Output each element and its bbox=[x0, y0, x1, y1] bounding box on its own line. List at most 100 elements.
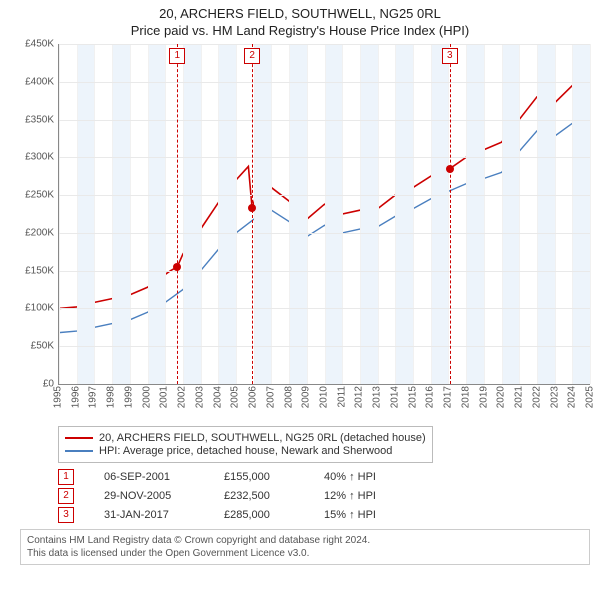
event-pct: 12% ↑ HPI bbox=[324, 490, 376, 502]
vertical-gridline bbox=[94, 44, 95, 384]
vertical-gridline bbox=[342, 44, 343, 384]
vertical-gridline bbox=[77, 44, 78, 384]
x-tick-label: 2006 bbox=[248, 386, 259, 408]
x-tick-label: 1995 bbox=[53, 386, 64, 408]
x-tick-label: 2008 bbox=[283, 386, 294, 408]
vertical-gridline bbox=[502, 44, 503, 384]
vertical-gridline bbox=[307, 44, 308, 384]
vertical-gridline bbox=[289, 44, 290, 384]
horizontal-gridline bbox=[59, 157, 590, 158]
event-row: 229-NOV-2005£232,50012% ↑ HPI bbox=[58, 488, 590, 504]
chart-area: £0£50K£100K£150K£200K£250K£300K£350K£400… bbox=[10, 44, 590, 384]
vertical-gridline bbox=[395, 44, 396, 384]
event-price: £232,500 bbox=[224, 490, 294, 502]
y-axis: £0£50K£100K£150K£200K£250K£300K£350K£400… bbox=[10, 44, 58, 384]
event-price: £285,000 bbox=[224, 509, 294, 521]
year-band bbox=[431, 44, 449, 384]
x-tick-label: 1998 bbox=[106, 386, 117, 408]
x-tick-label: 2013 bbox=[372, 386, 383, 408]
events-table: 106-SEP-2001£155,00040% ↑ HPI229-NOV-200… bbox=[58, 469, 590, 523]
horizontal-gridline bbox=[59, 44, 590, 45]
legend-row: HPI: Average price, detached house, Newa… bbox=[65, 445, 426, 457]
event-index-box: 3 bbox=[58, 507, 74, 523]
legend-label-1: 20, ARCHERS FIELD, SOUTHWELL, NG25 0RL (… bbox=[99, 432, 426, 444]
year-band bbox=[572, 44, 590, 384]
x-axis: 1995199619971998199920002001200220032004… bbox=[58, 384, 590, 420]
vertical-gridline bbox=[148, 44, 149, 384]
x-tick-label: 2019 bbox=[478, 386, 489, 408]
x-tick-label: 2024 bbox=[567, 386, 578, 408]
legend-swatch-1 bbox=[65, 437, 93, 439]
year-band bbox=[112, 44, 130, 384]
event-index-box: 2 bbox=[58, 488, 74, 504]
x-tick-label: 2011 bbox=[336, 386, 347, 408]
event-marker-box: 2 bbox=[244, 48, 260, 64]
vertical-gridline bbox=[130, 44, 131, 384]
year-band bbox=[183, 44, 201, 384]
year-band bbox=[466, 44, 484, 384]
year-band bbox=[148, 44, 166, 384]
x-tick-label: 2016 bbox=[425, 386, 436, 408]
vertical-gridline bbox=[519, 44, 520, 384]
horizontal-gridline bbox=[59, 308, 590, 309]
y-tick-label: £100K bbox=[25, 303, 54, 314]
event-marker-dot bbox=[248, 204, 256, 212]
x-tick-label: 2015 bbox=[407, 386, 418, 408]
year-band bbox=[289, 44, 307, 384]
x-tick-label: 2014 bbox=[389, 386, 400, 408]
event-date: 06-SEP-2001 bbox=[104, 471, 194, 483]
horizontal-gridline bbox=[59, 195, 590, 196]
year-band bbox=[537, 44, 555, 384]
x-tick-label: 2009 bbox=[301, 386, 312, 408]
x-tick-label: 2005 bbox=[230, 386, 241, 408]
event-marker-box: 3 bbox=[442, 48, 458, 64]
x-tick-label: 2003 bbox=[194, 386, 205, 408]
event-price: £155,000 bbox=[224, 471, 294, 483]
vertical-gridline bbox=[254, 44, 255, 384]
x-tick-label: 2012 bbox=[354, 386, 365, 408]
legend-swatch-2 bbox=[65, 450, 93, 452]
y-tick-label: £250K bbox=[25, 190, 54, 201]
vertical-gridline bbox=[325, 44, 326, 384]
y-tick-label: £200K bbox=[25, 227, 54, 238]
x-tick-label: 2002 bbox=[177, 386, 188, 408]
x-tick-label: 2017 bbox=[443, 386, 454, 408]
vertical-gridline bbox=[112, 44, 113, 384]
vertical-gridline bbox=[59, 44, 60, 384]
event-marker-dot bbox=[446, 165, 454, 173]
horizontal-gridline bbox=[59, 233, 590, 234]
plot-area: 1 2 3 bbox=[58, 44, 590, 385]
vertical-gridline bbox=[378, 44, 379, 384]
x-tick-label: 1996 bbox=[70, 386, 81, 408]
vertical-gridline bbox=[537, 44, 538, 384]
year-band bbox=[360, 44, 378, 384]
x-tick-label: 2004 bbox=[212, 386, 223, 408]
attribution-line: Contains HM Land Registry data © Crown c… bbox=[27, 534, 583, 547]
legend: 20, ARCHERS FIELD, SOUTHWELL, NG25 0RL (… bbox=[58, 426, 433, 463]
event-pct: 15% ↑ HPI bbox=[324, 509, 376, 521]
year-band bbox=[77, 44, 95, 384]
y-tick-label: £150K bbox=[25, 265, 54, 276]
event-pct: 40% ↑ HPI bbox=[324, 471, 376, 483]
vertical-gridline bbox=[555, 44, 556, 384]
x-tick-label: 2021 bbox=[514, 386, 525, 408]
event-marker-line bbox=[450, 44, 451, 384]
attribution: Contains HM Land Registry data © Crown c… bbox=[20, 529, 590, 565]
x-tick-label: 1997 bbox=[88, 386, 99, 408]
chart-container: 20, ARCHERS FIELD, SOUTHWELL, NG25 0RL P… bbox=[0, 0, 600, 571]
x-tick-label: 1999 bbox=[123, 386, 134, 408]
vertical-gridline bbox=[466, 44, 467, 384]
horizontal-gridline bbox=[59, 82, 590, 83]
vertical-gridline bbox=[165, 44, 166, 384]
event-row: 331-JAN-2017£285,00015% ↑ HPI bbox=[58, 507, 590, 523]
year-band bbox=[395, 44, 413, 384]
vertical-gridline bbox=[413, 44, 414, 384]
year-band bbox=[325, 44, 343, 384]
legend-label-2: HPI: Average price, detached house, Newa… bbox=[99, 445, 392, 457]
vertical-gridline bbox=[183, 44, 184, 384]
event-marker-box: 1 bbox=[169, 48, 185, 64]
y-tick-label: £300K bbox=[25, 152, 54, 163]
x-tick-label: 2022 bbox=[531, 386, 542, 408]
vertical-gridline bbox=[484, 44, 485, 384]
event-row: 106-SEP-2001£155,00040% ↑ HPI bbox=[58, 469, 590, 485]
